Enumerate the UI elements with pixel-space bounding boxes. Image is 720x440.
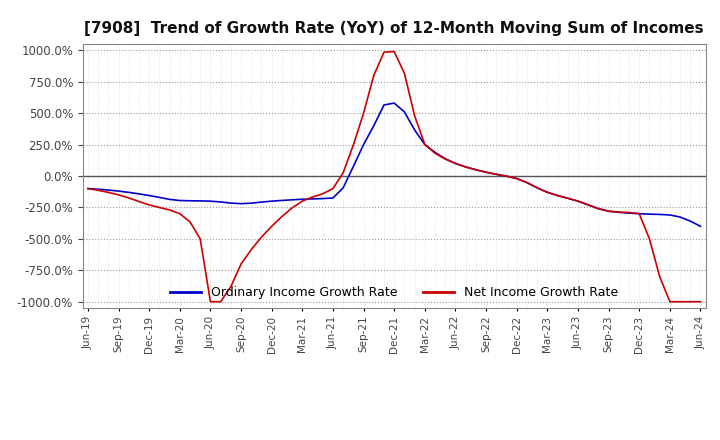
- Title: [7908]  Trend of Growth Rate (YoY) of 12-Month Moving Sum of Incomes: [7908] Trend of Growth Rate (YoY) of 12-…: [84, 21, 704, 36]
- Legend: Ordinary Income Growth Rate, Net Income Growth Rate: Ordinary Income Growth Rate, Net Income …: [165, 282, 624, 304]
